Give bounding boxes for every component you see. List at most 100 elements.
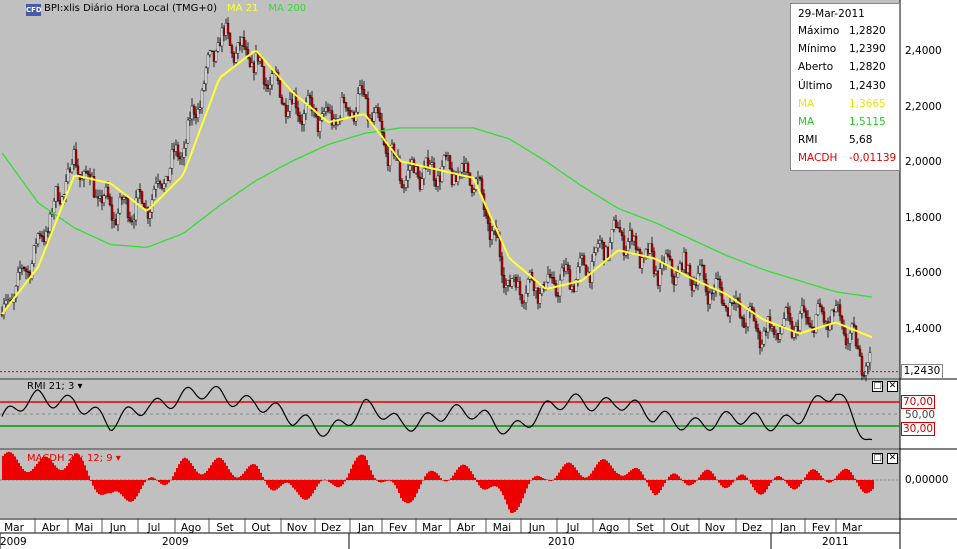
macdh-bar	[798, 480, 800, 487]
macdh-bar	[610, 465, 612, 480]
candle-body	[220, 27, 224, 47]
month-label: Ago	[598, 522, 620, 534]
ma200-legend[interactable]: MA 200	[268, 3, 307, 14]
candle-body	[606, 246, 610, 258]
rmi-line	[1, 385, 873, 441]
candle-body	[672, 276, 676, 286]
candle-body	[420, 178, 424, 190]
candle-body	[732, 302, 736, 305]
macdh-bar	[262, 476, 264, 480]
candle-body	[68, 168, 72, 173]
symbol-legend[interactable]: BPI:xlis Diário Hora Local (TMG+0)	[44, 3, 218, 14]
macdh-bar	[688, 480, 690, 486]
candle-body	[758, 331, 762, 349]
candle-body	[294, 93, 298, 109]
data-row-ma200: MA 1,5115	[798, 116, 886, 128]
candle-body	[816, 303, 820, 315]
candle-body	[234, 53, 238, 63]
candle-body	[592, 252, 596, 262]
candle-body	[240, 36, 244, 46]
macdh-bar	[528, 480, 530, 485]
candle-body	[448, 155, 452, 170]
macdh-bar	[664, 480, 666, 484]
candle-body	[156, 181, 160, 184]
macdh-bar	[540, 476, 542, 480]
macdh-bar	[744, 475, 746, 480]
macdh-bar	[792, 480, 794, 490]
macdh-bar	[728, 480, 730, 487]
candle-body	[602, 241, 606, 260]
candle-body	[60, 196, 64, 205]
candle-body	[130, 220, 134, 223]
candle-body	[794, 326, 798, 332]
candle-body	[786, 307, 790, 314]
macdh-bar	[72, 456, 74, 480]
data-row-max: Máximo 1,2820	[798, 25, 886, 37]
candle-body	[716, 278, 720, 280]
macdh-bar	[178, 464, 180, 480]
candle-body	[618, 227, 622, 233]
data-row-ma21: MA 1,3665	[798, 98, 886, 110]
candle-body	[616, 226, 620, 229]
macdh-bar	[174, 472, 176, 480]
macdh-bar	[38, 461, 40, 480]
macdh-bar	[692, 480, 694, 485]
maximize-icon[interactable]: □	[872, 453, 883, 464]
macdh-bar	[214, 459, 216, 480]
candle-body	[376, 107, 380, 114]
macdh-bar	[134, 480, 136, 500]
close-icon[interactable]: ✕	[887, 453, 898, 464]
macdh-bar	[170, 479, 172, 481]
macdh-bar	[406, 480, 408, 504]
macdh-bar	[54, 465, 56, 480]
macdh-bar	[762, 480, 764, 495]
macdh-bar	[128, 480, 130, 502]
candle-body	[32, 245, 36, 265]
macdh-bar	[628, 472, 630, 480]
candle-body	[174, 144, 178, 152]
macdh-bar	[630, 470, 632, 480]
close-icon[interactable]: ✕	[887, 381, 898, 392]
rmi-legend[interactable]: RMI 21; 3 ▾	[27, 381, 83, 392]
candle-body	[434, 180, 438, 187]
cfd-logo-icon: CFD	[26, 4, 42, 16]
macdh-bar	[288, 480, 290, 484]
macdh-bar	[328, 480, 330, 482]
macdh-bar	[574, 467, 576, 480]
macdh-bar	[680, 478, 682, 480]
candle-body	[404, 180, 408, 188]
maximize-icon[interactable]: □	[872, 381, 883, 392]
candle-body	[76, 165, 80, 175]
macdh-bar	[372, 474, 374, 480]
candle-body	[326, 107, 330, 112]
macdh-bar	[458, 467, 460, 480]
macdh-bar	[576, 470, 578, 480]
candle-body	[108, 196, 112, 206]
macdh-bar	[670, 474, 672, 480]
candle-body	[560, 267, 564, 281]
macdh-bar	[552, 480, 554, 481]
macdh-bar	[98, 480, 100, 495]
macdh-bar	[794, 480, 796, 490]
macdh-bar	[258, 468, 260, 480]
macdh-bar	[252, 464, 254, 480]
macdh-legend[interactable]: MACDH 26; 12; 9 ▾	[27, 453, 121, 464]
macdh-bar	[832, 480, 834, 481]
macdh-bar	[708, 469, 710, 480]
macdh-bar	[636, 468, 638, 480]
candle-body	[194, 113, 198, 118]
candle-body	[144, 207, 148, 209]
month-label: Ago	[180, 522, 202, 534]
macdh-bar	[434, 471, 436, 480]
macdh-bar	[588, 475, 590, 480]
macdh-bar	[196, 471, 198, 480]
data-row-last: Último 1,2430	[798, 80, 886, 92]
macdh-bar	[410, 480, 412, 503]
macdh-bar	[452, 475, 454, 480]
ma21-legend[interactable]: MA 21	[227, 3, 259, 14]
macdh-bar	[86, 470, 88, 480]
candle-body	[468, 172, 472, 186]
macdh-bar	[866, 480, 868, 494]
macdh-bar	[312, 480, 314, 494]
month-label: Dez	[741, 522, 763, 534]
